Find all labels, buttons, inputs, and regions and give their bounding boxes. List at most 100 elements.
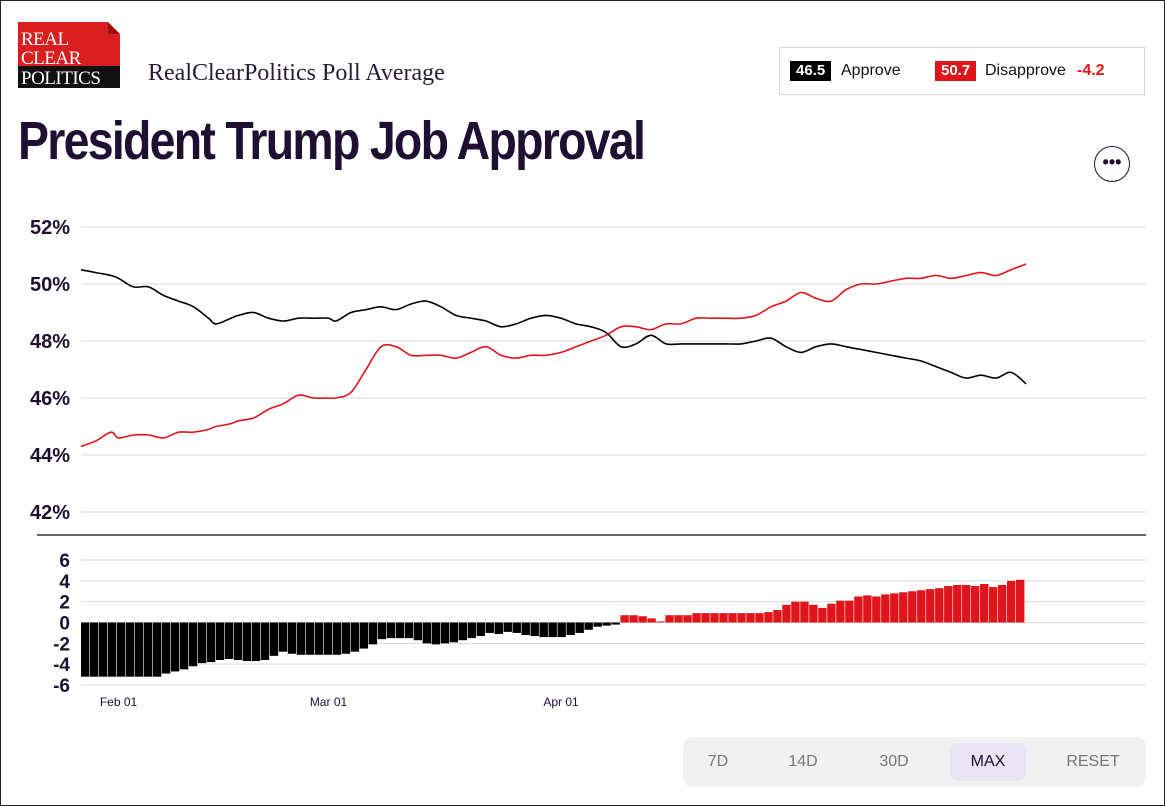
spread-bar-disapprove — [791, 601, 800, 623]
spread-bar-approve — [593, 622, 602, 627]
spread-bar-approve — [296, 622, 306, 655]
spread-bar-approve — [305, 622, 315, 655]
chart-title: President Trump Job Approval — [18, 111, 646, 171]
range-7d-button[interactable]: 7D — [707, 753, 729, 770]
spread-bar-approve — [575, 622, 584, 633]
spread-bar-approve — [269, 622, 279, 656]
spread-bar-disapprove — [728, 613, 737, 623]
bar-y-tick-label: -2 — [53, 634, 70, 655]
spread-bar-approve — [206, 622, 216, 663]
spread-bar-approve — [368, 622, 378, 645]
spread-bar-approve — [143, 622, 153, 677]
spread-bar-disapprove — [665, 615, 674, 623]
bar-y-tick-label: 2 — [59, 593, 70, 614]
range-max-button[interactable]: MAX — [950, 743, 1026, 781]
spread-bar-approve — [251, 622, 261, 662]
spread-bar-disapprove — [962, 585, 971, 623]
spread-bar-approve — [215, 622, 225, 660]
spread-bar-approve — [476, 622, 485, 637]
spread-bar-approve — [377, 622, 387, 640]
spread-bar-disapprove — [773, 610, 782, 623]
series-line-disapprove — [80, 263, 1027, 448]
spread-bar-disapprove — [782, 604, 791, 623]
spread-bar-disapprove — [746, 613, 755, 623]
spread-bar-disapprove — [629, 615, 638, 623]
spread-bar-approve — [494, 622, 503, 634]
line-y-tick-label: 46% — [30, 388, 70, 410]
logo-line-1: REAL — [21, 29, 69, 50]
spread-bar-approve — [98, 622, 108, 677]
spread-bar-approve — [170, 622, 180, 672]
spread-bar-approve — [350, 622, 360, 652]
logo-fold-corner — [108, 22, 120, 34]
spread-bar-approve — [116, 622, 126, 677]
spread-bar-approve — [359, 622, 369, 649]
spread-bar-disapprove — [1016, 579, 1025, 623]
more-options-button[interactable]: ••• — [1094, 146, 1130, 182]
spread-bar-disapprove — [854, 596, 863, 623]
spread-bar-approve — [521, 622, 530, 635]
spread-bar-approve — [584, 622, 593, 630]
spread-bar-disapprove — [827, 603, 836, 623]
spread-bar-approve — [323, 622, 333, 655]
x-tick-label: Apr 01 — [543, 695, 579, 709]
spread-bar-disapprove — [755, 613, 764, 623]
spread-bar-approve — [152, 622, 162, 677]
bar-y-tick-label: 4 — [59, 572, 70, 593]
spread-bar-disapprove — [980, 583, 989, 623]
logo-line-2: CLEAR — [21, 48, 81, 69]
spread-value: -4.2 — [1077, 62, 1105, 79]
spread-bar-approve — [332, 622, 342, 655]
spread-bar-disapprove — [719, 613, 728, 623]
x-tick-label: Mar 01 — [310, 695, 348, 709]
spread-bar-disapprove — [899, 592, 908, 623]
spread-bar-approve — [188, 622, 198, 667]
spread-bar-approve — [530, 622, 539, 637]
line-y-tick-label: 42% — [30, 502, 70, 524]
spread-bar-approve — [224, 622, 234, 659]
spread-bar-disapprove — [1007, 580, 1016, 623]
spread-bar-approve — [422, 622, 432, 644]
spread-bar-disapprove — [764, 612, 773, 623]
spread-bar-disapprove — [944, 586, 953, 623]
spread-bar-disapprove — [863, 595, 872, 623]
spread-bar-approve — [107, 622, 117, 677]
spread-bar-approve — [485, 622, 494, 633]
spread-bar-disapprove — [809, 604, 818, 623]
line-y-tick-label: 48% — [30, 331, 70, 353]
range-selector: 7D 14D 30D MAX RESET — [683, 737, 1146, 787]
spread-bar-approve — [467, 622, 476, 639]
range-30d-button[interactable]: 30D — [879, 753, 909, 770]
spread-bar-disapprove — [917, 590, 926, 623]
spread-bar-approve — [81, 622, 90, 677]
spread-bar-approve — [413, 622, 423, 641]
spread-bar-disapprove — [800, 601, 809, 623]
x-tick-label: Feb 01 — [100, 695, 138, 709]
spread-bar-disapprove — [737, 613, 746, 623]
spread-bar-disapprove — [683, 615, 692, 623]
spread-bar-disapprove — [935, 588, 944, 623]
spread-bar-approve — [611, 622, 620, 625]
legend-box: 46.5 Approve 50.7 Disapprove -4.2 — [779, 47, 1145, 95]
spread-bar-disapprove — [908, 591, 917, 623]
spread-bar-approve — [503, 622, 512, 632]
spread-bar-approve — [89, 622, 99, 677]
spread-bar-approve — [314, 622, 324, 655]
approve-value-badge: 46.5 — [790, 61, 832, 81]
spread-bar-approve — [557, 622, 566, 638]
line-y-tick-label: 52% — [30, 217, 70, 239]
spread-bar-approve — [341, 622, 351, 654]
spread-bar-approve — [566, 622, 575, 635]
range-14d-button[interactable]: 14D — [788, 753, 818, 770]
spread-bar-disapprove — [836, 600, 845, 623]
rcp-logo[interactable]: REAL CLEAR POLITICS — [18, 22, 120, 88]
range-reset-button[interactable]: RESET — [1066, 753, 1120, 770]
spread-bar-disapprove — [674, 615, 683, 623]
spread-bar-disapprove — [989, 587, 998, 623]
spread-bar-disapprove — [620, 615, 629, 623]
line-y-tick-label: 50% — [30, 274, 70, 296]
spread-bar-disapprove — [890, 593, 899, 623]
spread-bar-approve — [440, 622, 450, 644]
